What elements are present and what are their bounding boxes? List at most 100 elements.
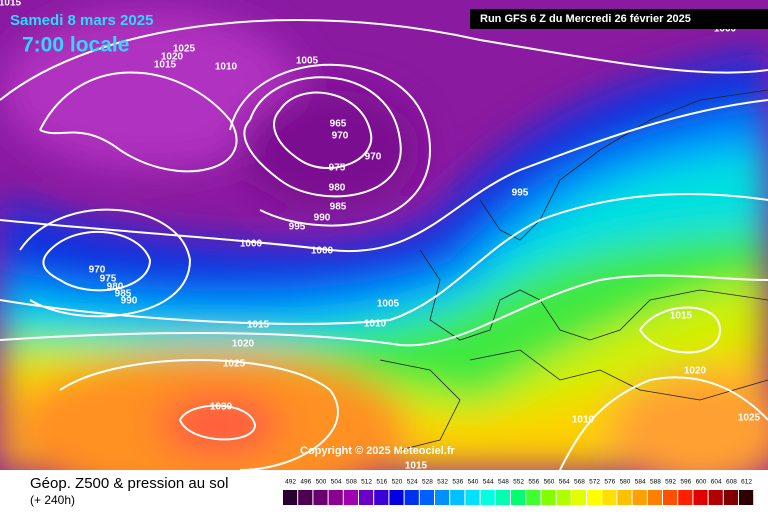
scale-swatch <box>298 490 313 505</box>
scale-label: 520 <box>392 479 403 486</box>
scale-swatch <box>435 490 450 505</box>
scale-label: 588 <box>650 479 661 486</box>
scale-label: 584 <box>635 479 646 486</box>
isobar-label: 1025 <box>223 359 246 370</box>
scale-swatch <box>723 490 738 505</box>
coastlines <box>379 89 768 451</box>
isobar-label: 1010 <box>215 62 238 73</box>
scale-label: 516 <box>376 479 387 486</box>
scale-label: 540 <box>468 479 479 486</box>
isobar-label: 980 <box>329 183 346 194</box>
isobar-label: 975 <box>329 163 346 174</box>
isobar-label: 1005 <box>296 56 319 67</box>
isobar-label: 970 <box>332 131 349 142</box>
scale-swatch <box>632 490 647 505</box>
isobar-label: 1015 <box>670 311 693 322</box>
isobars <box>0 19 768 471</box>
run-info: Run GFS 6 Z du Mercredi 26 février 2025 <box>480 13 691 25</box>
scale-swatch <box>419 490 434 505</box>
isobar-label: 995 <box>289 222 306 233</box>
scale-label: 564 <box>559 479 570 486</box>
isobar-label: 985 <box>330 202 347 213</box>
scale-label: 548 <box>498 479 509 486</box>
isobar-label: 1000 <box>311 246 334 257</box>
scale-label: 536 <box>452 479 463 486</box>
scale-label: 608 <box>726 479 737 486</box>
scale-label: 576 <box>604 479 615 486</box>
isobar-label: 985 <box>115 289 132 300</box>
isobar-label: 1015 <box>0 0 22 9</box>
scale-swatch <box>663 490 678 505</box>
isobar-label: 1020 <box>232 339 255 350</box>
isobar-label: 1025 <box>738 413 761 424</box>
isobar-label: 965 <box>330 119 347 130</box>
color-scale: 492 496 500 504 508 512 516 520 524 528 532 536 540 5… <box>283 479 754 505</box>
scale-swatch <box>511 490 526 505</box>
isobar-label: 1000 <box>240 239 263 250</box>
scale-label: 568 <box>574 479 585 486</box>
isobar-label: 1000 <box>714 24 737 35</box>
scale-label: 552 <box>513 479 524 486</box>
scale-label: 580 <box>620 479 631 486</box>
scale-swatch <box>450 490 465 505</box>
isobar-label: 1015 <box>154 60 177 71</box>
scale-label: 612 <box>741 479 752 486</box>
scale-label: 592 <box>665 479 676 486</box>
scale-swatch <box>313 490 328 505</box>
footer-subtitle: (+ 240h) <box>30 493 75 507</box>
scale-swatch <box>739 490 754 505</box>
scale-label: 512 <box>361 479 372 486</box>
run-box <box>470 9 768 29</box>
scale-label: 528 <box>422 479 433 486</box>
isobar-label: 1025 <box>173 44 196 55</box>
scale-swatch <box>678 490 693 505</box>
isobar-label: 1020 <box>161 52 184 63</box>
scale-swatch <box>480 490 495 505</box>
scale-label: 544 <box>483 479 494 486</box>
isobar-label: 1005 <box>377 299 400 310</box>
scale-label: 496 <box>300 479 311 486</box>
scale-swatch <box>541 490 556 505</box>
isobar-label: 1010 <box>572 415 595 426</box>
isobar-label: 990 <box>314 213 331 224</box>
scale-swatch <box>389 490 404 505</box>
scale-label: 524 <box>407 479 418 486</box>
isobar-label: 995 <box>512 188 529 199</box>
scale-swatch <box>708 490 723 505</box>
isobar-label: 1030 <box>210 402 233 413</box>
scale-label: 556 <box>528 479 539 486</box>
scale-swatch <box>693 490 708 505</box>
isobar-label: 970 <box>89 265 106 276</box>
scale-label: 604 <box>711 479 722 486</box>
isobar-label: 1020 <box>684 366 707 377</box>
scale-label: 508 <box>346 479 357 486</box>
scale-swatch <box>495 490 510 505</box>
scale-label: 492 <box>285 479 296 486</box>
isobar-label: 990 <box>121 296 138 307</box>
isobar-label: 980 <box>107 282 124 293</box>
isobar-label: 1010 <box>364 319 387 330</box>
isobar-label: 970 <box>365 152 382 163</box>
isobar-label: 1015 <box>405 461 428 472</box>
scale-label: 504 <box>331 479 342 486</box>
scale-swatch <box>328 490 343 505</box>
scale-swatch <box>647 490 662 505</box>
isobar-label: 1015 <box>247 320 270 331</box>
scale-label: 600 <box>696 479 707 486</box>
scale-swatch <box>283 490 298 505</box>
scale-swatch <box>404 490 419 505</box>
scale-swatch <box>617 490 632 505</box>
scale-swatch <box>571 490 586 505</box>
scale-swatch <box>465 490 480 505</box>
scale-label: 596 <box>680 479 691 486</box>
scale-swatch <box>374 490 389 505</box>
isobar-label: 975 <box>100 274 117 285</box>
scale-label: 500 <box>316 479 327 486</box>
scale-label: 572 <box>589 479 600 486</box>
scale-swatch <box>526 490 541 505</box>
scale-swatch <box>343 490 358 505</box>
scale-swatch <box>602 490 617 505</box>
footer-title: Géop. Z500 & pression au sol <box>30 475 228 492</box>
